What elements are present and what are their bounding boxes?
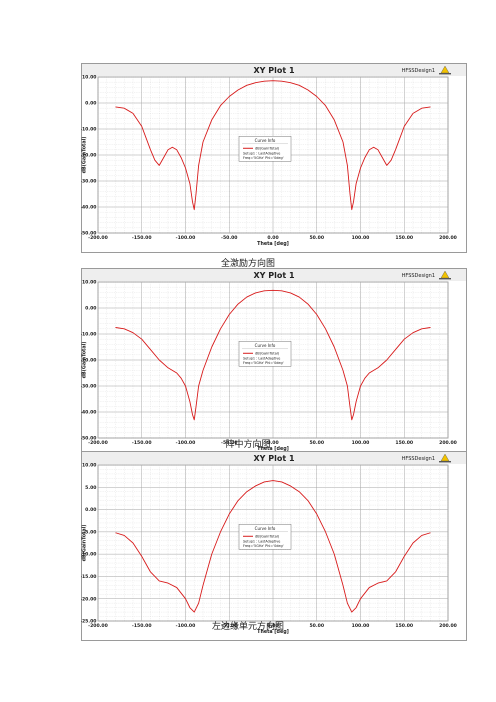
x-tick-label: 0.00 (267, 235, 278, 241)
legend-info-line: Freq='5GHz' Phi='0deg' (243, 544, 284, 548)
legend-info-line: Setup1 : LastAdaptive (243, 539, 280, 543)
y-tick-label: -40.00 (81, 410, 97, 416)
design-label: HFSSDesign1 (402, 456, 435, 462)
y-tick-label: -15.00 (81, 574, 97, 580)
x-tick-label: -150.00 (132, 235, 152, 241)
chart-title: XY Plot 1 (253, 271, 294, 280)
y-axis-label: dB(GainTotal) (82, 525, 88, 562)
x-tick-label: 100.00 (352, 235, 370, 241)
chart-panel-left-edge: XY Plot 1 HFSSDesign1 -200.00 -150.00 -100.0… (81, 451, 467, 641)
chart-svg: XY Plot 1 HFSSDesign1-200.00 -150.00 -100.0… (81, 268, 467, 458)
y-tick-label: -30.00 (81, 384, 97, 390)
legend: Curve Info dB(GainTotal)Setup1 : LastAdap… (239, 136, 291, 161)
chart-svg: XY Plot 1 HFSSDesign1-200.00 -150.00 -100.0… (81, 451, 467, 641)
chart-panel-array-center: XY Plot 1 HFSSDesign1 -200.00 -150.00 -100.0… (81, 268, 467, 458)
legend-info-line: Freq='5GHz' Phi='0deg' (243, 361, 284, 365)
caption-array-center: 阵中方向图 (0, 437, 496, 450)
y-tick-label: 10.00 (82, 280, 97, 286)
y-tick-label: -50.00 (81, 231, 97, 237)
legend-info-line: Freq='5GHz' Phi='0deg' (243, 156, 284, 160)
y-axis-label: dB(GainTotal) (82, 342, 88, 379)
x-tick-label: -100.00 (176, 235, 196, 241)
y-tick-label: 0.00 (85, 101, 96, 107)
y-tick-label: 0.00 (85, 306, 96, 312)
chart-title: XY Plot 1 (253, 66, 294, 75)
legend-entry: dB(GainTotal) (255, 146, 280, 150)
x-tick-label: -50.00 (221, 235, 237, 241)
y-tick-label: -10.00 (81, 127, 97, 133)
x-tick-label: 50.00 (309, 235, 324, 241)
y-tick-label: 0.00 (85, 507, 96, 513)
legend-entry: dB(GainTotal) (255, 351, 280, 355)
chart-title: XY Plot 1 (253, 454, 294, 463)
legend-title: Curve Info (255, 526, 276, 531)
x-tick-label: 200.00 (439, 235, 457, 241)
legend-info-line: Setup1 : LastAdaptive (243, 356, 280, 360)
y-tick-label: 10.00 (82, 75, 97, 81)
y-axis-label: dB(GainTotal) (82, 137, 88, 174)
y-tick-label: -10.00 (81, 332, 97, 338)
y-tick-label: -30.00 (81, 179, 97, 185)
x-axis-label: Theta [deg] (257, 241, 289, 247)
chart-panel-full-excitation: XY Plot 1 HFSSDesign1 -200.00 -150.00 -100.0… (81, 63, 467, 253)
y-tick-label: -20.00 (81, 596, 97, 602)
chart-svg: XY Plot 1 HFSSDesign1-200.00 -150.00 -100.0… (81, 63, 467, 253)
legend-entry: dB(GainTotal) (255, 534, 280, 538)
design-label: HFSSDesign1 (402, 273, 435, 279)
y-tick-label: 5.00 (85, 485, 96, 491)
y-tick-label: -40.00 (81, 205, 97, 211)
legend-title: Curve Info (255, 343, 276, 348)
legend-info-line: Setup1 : LastAdaptive (243, 151, 280, 155)
legend-title: Curve Info (255, 138, 276, 143)
design-label: HFSSDesign1 (402, 68, 435, 74)
caption-left-edge: 左边缘单元方向图 (0, 619, 496, 632)
legend: Curve Info dB(GainTotal)Setup1 : LastAdap… (239, 341, 291, 366)
y-tick-label: 10.00 (82, 463, 97, 469)
x-tick-label: 150.00 (395, 235, 413, 241)
legend: Curve Info dB(GainTotal)Setup1 : LastAdap… (239, 524, 291, 549)
